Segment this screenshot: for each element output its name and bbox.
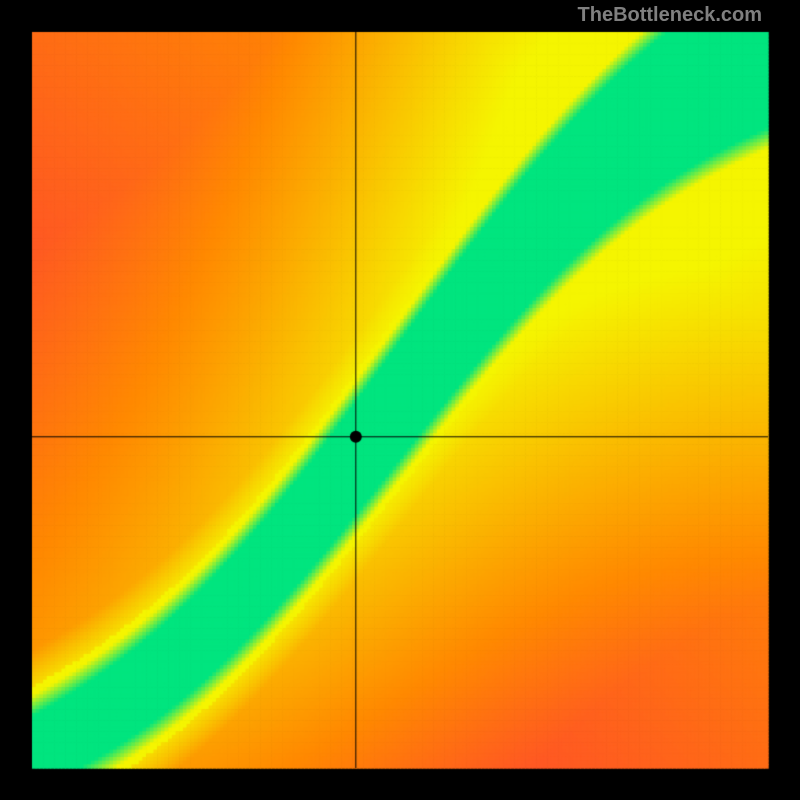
chart-container: TheBottleneck.com [0,0,800,800]
bottleneck-heatmap [0,0,800,800]
watermark-text: TheBottleneck.com [578,4,762,27]
